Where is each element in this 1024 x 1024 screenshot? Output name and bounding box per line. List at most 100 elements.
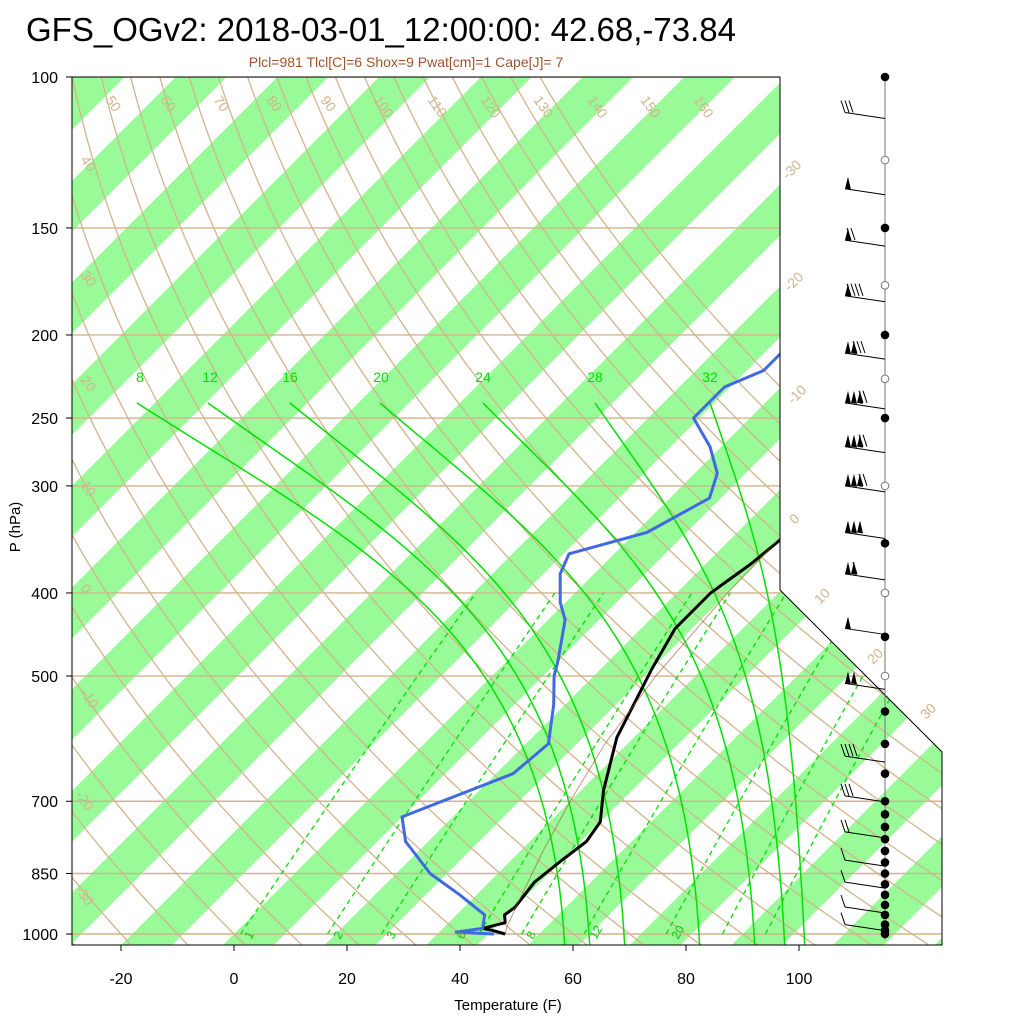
wind-barb-flag <box>845 473 851 487</box>
pressure-tick-label: 500 <box>31 669 58 686</box>
wind-barb-flag <box>857 520 863 534</box>
wind-barb-flag <box>857 434 863 448</box>
isotherm-band-label: 10 <box>811 585 833 607</box>
pressure-tick-label: 850 <box>31 867 58 884</box>
wind-level-dot <box>880 707 890 716</box>
temperature-axis: -20 0 20 40 60 80 100 <box>109 945 812 988</box>
dry-adiabat <box>72 77 311 945</box>
mixing-ratio-line <box>326 592 556 935</box>
moist-adiabat-label: 20 <box>373 369 389 385</box>
moist-adiabat-line <box>379 402 701 945</box>
wind-barb-flag <box>845 434 851 448</box>
wind-barb-staff <box>844 295 886 303</box>
wind-level-dot <box>880 588 890 598</box>
wind-barb-flag <box>857 390 863 404</box>
temperature-tick-label: 100 <box>786 971 813 988</box>
wind-barb-staff <box>844 352 886 360</box>
wind-barb-feather <box>844 100 850 113</box>
wind-barb-flag <box>845 561 851 575</box>
wind-barb-feather <box>840 743 846 757</box>
wind-barb-feather <box>858 390 864 403</box>
wind-barb-feather <box>854 283 860 296</box>
wind-barb-flag <box>851 671 857 685</box>
dry-adiabat <box>243 77 942 945</box>
isotherm-band <box>72 77 942 945</box>
wind-level-dot <box>880 920 890 929</box>
wind-barb-feather <box>862 473 868 487</box>
wind-barb-flag <box>845 341 851 355</box>
wind-barb-feather <box>852 561 858 575</box>
wind-barb-feather <box>840 912 846 925</box>
isotherm-band <box>72 77 653 945</box>
dry-adiabat <box>330 77 942 945</box>
wind-barb-feather <box>840 847 846 861</box>
mixing-ratio-label: 20 <box>668 923 687 942</box>
wind-level-dot <box>880 858 890 867</box>
wind-barb-flag <box>851 520 857 534</box>
pressure-tick-label: 1000 <box>22 927 58 944</box>
wind-barb-feather <box>848 783 854 797</box>
dry-adiabat <box>214 77 942 945</box>
wind-barb-feather <box>862 434 868 447</box>
moist-adiabat-label: 12 <box>202 369 218 385</box>
wind-level-dot <box>880 890 890 900</box>
wind-barb-feather <box>840 894 846 908</box>
moist-adiabat-label: 8 <box>136 369 144 385</box>
moist-adiabat-label: 24 <box>475 369 491 385</box>
wind-level-dot <box>880 374 890 384</box>
dry-adiabat <box>72 77 540 945</box>
dry-adiabat <box>98 77 769 945</box>
wind-barb-feather <box>840 870 846 883</box>
wind-level-dot <box>880 671 890 681</box>
wind-level-dot <box>880 538 890 548</box>
mixing-ratio-label: 12 <box>586 923 605 942</box>
moist-adiabat-line <box>136 402 566 945</box>
temperature-tick-label: 0 <box>230 971 239 988</box>
dry-adiabat <box>72 77 482 945</box>
moist-adiabat-line <box>709 402 806 945</box>
isotherm-band <box>72 77 856 945</box>
pressure-tick-label: 250 <box>31 411 58 428</box>
wind-barb-feather <box>850 227 856 241</box>
pressure-axis: 100 150 200 250 300 400 500 700 850 1000 <box>22 70 72 944</box>
isotherm-band <box>622 77 942 945</box>
wind-barb-staff <box>844 831 886 839</box>
pressure-tick-label: 100 <box>31 70 58 87</box>
dry-adiabat <box>72 77 425 945</box>
wind-level-dot <box>880 846 890 856</box>
wind-barb-flag <box>845 390 851 404</box>
isotherm-band-label: -10 <box>784 381 810 407</box>
wind-level-dot <box>880 481 890 491</box>
mixing-ratio-label: 3 <box>383 928 399 941</box>
wind-barb-feather <box>840 819 846 833</box>
wind-level-dot <box>880 834 890 844</box>
wind-barb-staff <box>844 881 886 889</box>
wind-barb-staff <box>844 402 886 410</box>
dry-adiabat <box>156 77 883 945</box>
isotherm-band-label: -20 <box>781 268 807 294</box>
moist-adiabat-line <box>482 402 756 945</box>
wind-barb-feather <box>856 340 862 354</box>
pressure-tick-label: 300 <box>31 479 58 496</box>
plot-frame <box>71 76 943 946</box>
wind-barb-feather <box>860 340 866 354</box>
isotherm-band <box>72 77 450 945</box>
wind-barb-feather <box>840 100 846 113</box>
dry-adiabat <box>72 77 654 945</box>
temperature-tick-label: 20 <box>338 971 356 988</box>
isotherm-band <box>72 77 551 945</box>
isotherm-band-label: -30 <box>779 156 805 182</box>
moist-adiabat-label: 32 <box>702 369 718 385</box>
pressure-tick-label: 400 <box>31 586 58 603</box>
wind-barb-flag <box>845 283 851 297</box>
wind-level-dot <box>880 869 890 878</box>
isotherm-band-label: 0 <box>786 510 803 527</box>
temperature-tick-label: 80 <box>677 971 695 988</box>
mixing-ratio-line <box>240 592 477 935</box>
wind-level-dot <box>880 223 890 233</box>
wind-barb-flag <box>845 671 851 685</box>
isotherm-band <box>72 77 348 945</box>
wind-barb-staff <box>844 859 886 867</box>
isotherm-band-label: 20 <box>864 645 886 667</box>
